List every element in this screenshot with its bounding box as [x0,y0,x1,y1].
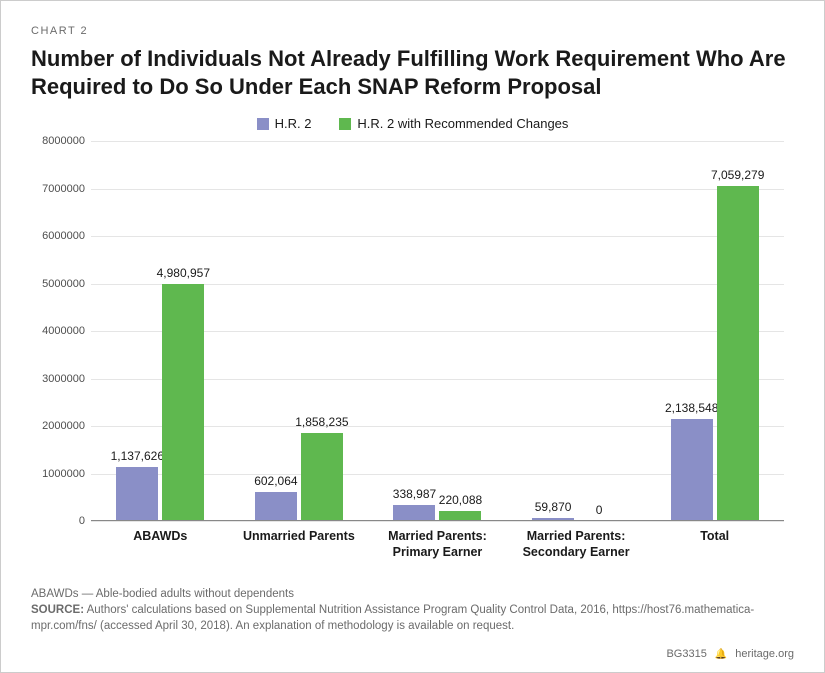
bar-groups: 1,137,6264,980,957602,0641,858,235338,98… [91,141,784,521]
bar-group: 338,987220,088 [368,141,507,521]
legend: H.R. 2 H.R. 2 with Recommended Changes [31,116,794,131]
y-tick-label: 4000000 [31,325,85,337]
x-axis-line [91,520,784,521]
bell-icon: 🔔 [715,649,727,660]
bar-series_b: 4,980,957 [162,284,204,521]
bar-value-label: 7,059,279 [711,168,764,186]
legend-swatch-b [339,118,351,130]
x-axis-label: Married Parents:Primary Earner [368,529,507,560]
bar-value-label: 602,064 [254,474,297,492]
bar-value-label: 338,987 [393,487,436,505]
y-tick-label: 3000000 [31,373,85,385]
y-tick-label: 2000000 [31,420,85,432]
chart-title: Number of Individuals Not Already Fulfil… [31,45,794,100]
bar-value-label: 1,137,626 [111,449,164,467]
bar-value-label: 220,088 [439,493,482,511]
y-tick-label: 0 [31,515,85,527]
bar-series_a: 2,138,548 [671,419,713,521]
footnote: ABAWDs — Able-bodied adults without depe… [31,586,794,634]
bar-series_b: 1,858,235 [301,433,343,521]
x-axis-label: Total [645,529,784,560]
legend-item-series-a: H.R. 2 [257,116,312,131]
bar-series_a: 602,064 [255,492,297,521]
y-tick-label: 7000000 [31,183,85,195]
x-axis-label: Married Parents:Secondary Earner [507,529,646,560]
source-label: SOURCE: [31,604,84,616]
footnote-abawds: ABAWDs — Able-bodied adults without depe… [31,586,794,602]
legend-swatch-a [257,118,269,130]
bar-series_a: 1,137,626 [116,467,158,521]
bar-value-label: 1,858,235 [295,415,348,433]
x-axis-label: ABAWDs [91,529,230,560]
legend-item-series-b: H.R. 2 with Recommended Changes [339,116,568,131]
bar-value-label: 59,870 [535,500,572,518]
footnote-source: SOURCE: Authors' calculations based on S… [31,602,794,634]
bar-value-label: 0 [596,503,603,521]
bar-series_a: 338,987 [393,505,435,521]
footer: BG3315 🔔 heritage.org [666,648,794,660]
chart-number-label: CHART 2 [31,25,794,37]
footer-site: heritage.org [735,648,794,660]
legend-label-a: H.R. 2 [275,116,312,131]
y-tick-label: 6000000 [31,230,85,242]
bar-series_b: 7,059,279 [717,186,759,521]
legend-label-b: H.R. 2 with Recommended Changes [357,116,568,131]
source-text: Authors' calculations based on Supplemen… [31,604,754,632]
bar-group: 2,138,5487,059,279 [645,141,784,521]
bar-group: 602,0641,858,235 [230,141,369,521]
y-tick-label: 8000000 [31,135,85,147]
bar-value-label: 2,138,548 [665,401,718,419]
bar-group: 59,870 0 [507,141,646,521]
plot-area: 0100000020000003000000400000050000006000… [91,141,784,521]
footer-code: BG3315 [666,648,706,660]
x-axis-labels: ABAWDsUnmarried ParentsMarried Parents:P… [91,529,784,560]
bar-group: 1,137,6264,980,957 [91,141,230,521]
bar-value-label: 4,980,957 [157,266,210,284]
gridline [91,521,784,522]
x-axis-label: Unmarried Parents [230,529,369,560]
y-tick-label: 1000000 [31,468,85,480]
y-tick-label: 5000000 [31,278,85,290]
